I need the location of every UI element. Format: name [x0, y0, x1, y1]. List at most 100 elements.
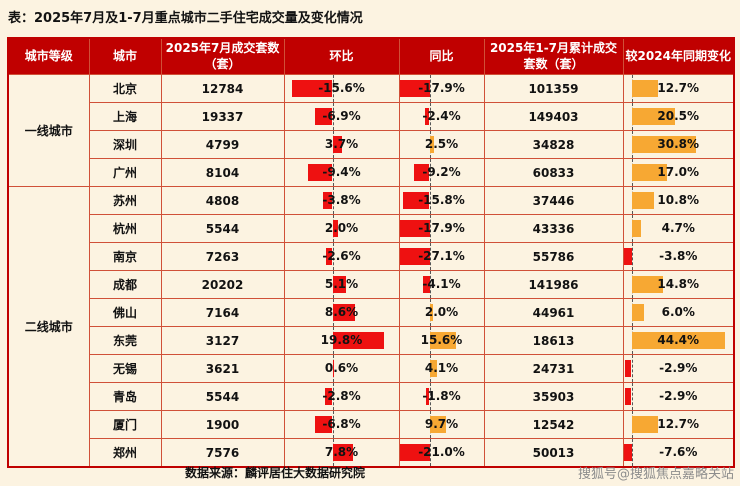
yoy-bar: [429, 136, 434, 154]
chg-bar: [631, 304, 645, 322]
mom-value-label: 3.7%: [324, 137, 359, 152]
table-row: 佛山 7164 8.6% 2.0% 44961 6.0%: [8, 298, 735, 328]
chg-value-label: -2.9%: [659, 361, 698, 376]
yoy-bar: [400, 220, 430, 238]
chg-bar: [631, 332, 725, 350]
mom-bar-cell: 3.7%: [283, 130, 400, 160]
mom-value-label: 8.6%: [324, 305, 359, 320]
watermark: 搜狐号@搜狐焦点嘉略关站: [577, 467, 734, 482]
tier-cell: 二线城市: [7, 186, 90, 468]
zero-baseline-dotted-line: [429, 243, 431, 270]
yoy-bar-cell: 2.5%: [398, 130, 485, 160]
chg-bar-cell: 10.8%: [622, 186, 735, 216]
jul-volume-cell: 5544: [160, 382, 285, 412]
jul-volume-cell: 19337: [160, 102, 285, 132]
mom-value-label: 19.8%: [320, 333, 363, 348]
mom-bar: [332, 136, 343, 154]
chg-bar: [631, 192, 655, 210]
yoy-bar: [400, 444, 430, 462]
table-row: 上海 19337 -6.9% -2.4% 149403 20.5%: [8, 102, 735, 132]
mom-bar-cell: -3.8%: [283, 186, 400, 216]
chg-bar-cell: 12.7%: [622, 74, 735, 104]
chg-bar: [631, 164, 668, 182]
chg-value-label: 12.7%: [657, 81, 700, 96]
chg-value-label: 6.0%: [661, 305, 695, 320]
cum-volume-cell: 60833: [483, 158, 624, 188]
cum-volume-cell: 50013: [483, 438, 624, 468]
mom-bar: [322, 192, 333, 210]
yoy-value-label: -1.8%: [422, 389, 461, 404]
mom-value-label: -2.8%: [322, 389, 361, 404]
zero-baseline-dotted-line: [631, 243, 633, 270]
chg-bar-cell: 17.0%: [622, 158, 735, 188]
mom-value-label: -3.8%: [322, 193, 361, 208]
cum-volume-cell: 43336: [483, 214, 624, 244]
chg-value-label: 17.0%: [657, 165, 700, 180]
yoy-value-label: -15.8%: [418, 193, 465, 208]
zero-baseline-dotted-line: [429, 439, 431, 467]
mom-value-label: 5.1%: [324, 277, 359, 292]
mom-bar: [332, 332, 384, 350]
mom-bar-cell: 0.6%: [283, 354, 400, 384]
zero-baseline-dotted-line: [429, 159, 431, 186]
table-row: 厦门 1900 -6.8% 9.7% 12542 12.7%: [8, 410, 735, 440]
yoy-value-label: -27.1%: [418, 249, 465, 264]
city-cell: 南京: [88, 242, 162, 272]
chg-bar: [631, 136, 697, 154]
mom-bar: [325, 388, 333, 406]
yoy-bar: [422, 276, 430, 294]
jul-volume-cell: 4808: [160, 186, 285, 216]
zero-baseline-dotted-line: [332, 159, 334, 186]
yoy-bar: [400, 80, 430, 98]
chg-bar-cell: 6.0%: [622, 298, 735, 328]
zero-baseline-dotted-line: [332, 103, 334, 130]
mom-value-label: -2.6%: [322, 249, 361, 264]
yoy-bar: [426, 388, 430, 406]
table-row: 南京 7263 -2.6% -27.1% 55786 -3.8%: [8, 242, 735, 272]
mom-value-label: 2.0%: [324, 221, 359, 236]
mom-bar-cell: -6.8%: [283, 410, 400, 440]
yoy-bar-cell: 2.0%: [398, 298, 485, 328]
chg-bar-cell: -2.9%: [622, 382, 735, 412]
yoy-value-label: -4.1%: [422, 277, 461, 292]
yoy-bar: [429, 416, 446, 434]
yoy-bar-cell: -4.1%: [398, 270, 485, 300]
yoy-value-label: 9.7%: [424, 417, 459, 432]
column-header: 环比: [283, 37, 400, 76]
city-cell: 厦门: [88, 410, 162, 440]
chg-bar-cell: 12.7%: [622, 410, 735, 440]
city-cell: 无锡: [88, 354, 162, 384]
jul-volume-cell: 8104: [160, 158, 285, 188]
chg-bar: [631, 108, 675, 126]
yoy-value-label: -9.2%: [422, 165, 461, 180]
mom-bar-cell: 7.8%: [283, 438, 400, 468]
cum-volume-cell: 18613: [483, 326, 624, 356]
cum-volume-cell: 34828: [483, 130, 624, 160]
zero-baseline-dotted-line: [631, 439, 633, 467]
chg-value-label: 10.8%: [657, 193, 700, 208]
column-header: 同比: [398, 37, 485, 76]
yoy-value-label: -21.0%: [418, 445, 465, 460]
cum-volume-cell: 55786: [483, 242, 624, 272]
mom-bar: [325, 248, 333, 266]
zero-baseline-dotted-line: [332, 383, 334, 410]
zero-baseline-dotted-line: [429, 271, 431, 298]
jul-volume-cell: 1900: [160, 410, 285, 440]
yoy-bar: [413, 164, 430, 182]
yoy-value-label: 4.1%: [424, 361, 459, 376]
yoy-bar-cell: -17.9%: [398, 74, 485, 104]
jul-volume-cell: 20202: [160, 270, 285, 300]
chg-value-label: 4.7%: [661, 221, 695, 236]
city-cell: 青岛: [88, 382, 162, 412]
cum-volume-cell: 12542: [483, 410, 624, 440]
chg-bar: [631, 220, 642, 238]
yoy-bar: [402, 192, 430, 210]
mom-bar-cell: -15.6%: [283, 74, 400, 104]
column-header: 较2024年同期变化: [622, 37, 735, 76]
table-row: 郑州 7576 7.8% -21.0% 50013 -7.6%: [8, 438, 735, 468]
yoy-value-label: -17.9%: [418, 221, 465, 236]
mom-bar-cell: 2.0%: [283, 214, 400, 244]
jul-volume-cell: 3621: [160, 354, 285, 384]
mom-value-label: 7.8%: [324, 445, 359, 460]
yoy-bar: [429, 332, 456, 350]
